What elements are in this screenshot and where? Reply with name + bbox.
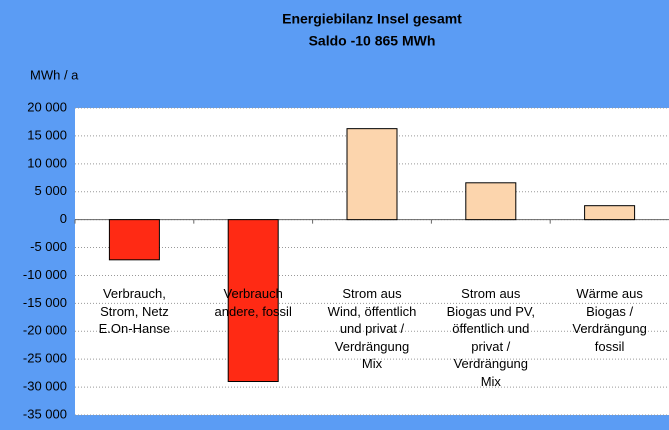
y-tick-label: 10 000: [27, 155, 67, 170]
y-tick-label: 15 000: [27, 127, 67, 142]
y-tick-label: -25 000: [23, 351, 67, 366]
bar: [227, 219, 279, 383]
y-tick-label: 5 000: [34, 183, 67, 198]
x-tick-label: Strom aus Biogas und PV, öffentlich und …: [446, 286, 536, 389]
x-tick-label: Strom aus Wind, öffentlich und privat / …: [327, 286, 417, 371]
y-tick-label: -5 000: [30, 239, 67, 254]
chart-subtitle: Saldo -10 865 MWh: [309, 33, 436, 49]
bar: [346, 128, 398, 221]
y-tick-label: -20 000: [23, 323, 67, 338]
bar: [465, 182, 517, 221]
y-tick-label: -10 000: [23, 267, 67, 282]
chart-title: Energiebilanz Insel gesamt: [282, 11, 462, 27]
y-tick-label: 20 000: [27, 99, 67, 114]
x-tick-label: Verbrauch andere, fossil: [214, 286, 292, 319]
x-tick-label: Verbrauch, Strom, Netz E.On-Hanse: [98, 286, 171, 336]
y-tick-label: -30 000: [23, 379, 67, 394]
y-axis-label: MWh / a: [30, 67, 79, 82]
bar: [108, 219, 160, 261]
bar: [584, 205, 636, 221]
y-tick-label: -35 000: [23, 406, 67, 421]
y-tick-label: -15 000: [23, 295, 67, 310]
x-tick-label: Wärme aus Biogas / Verdrängung fossil: [572, 286, 647, 354]
y-tick-label: 0: [60, 211, 67, 226]
